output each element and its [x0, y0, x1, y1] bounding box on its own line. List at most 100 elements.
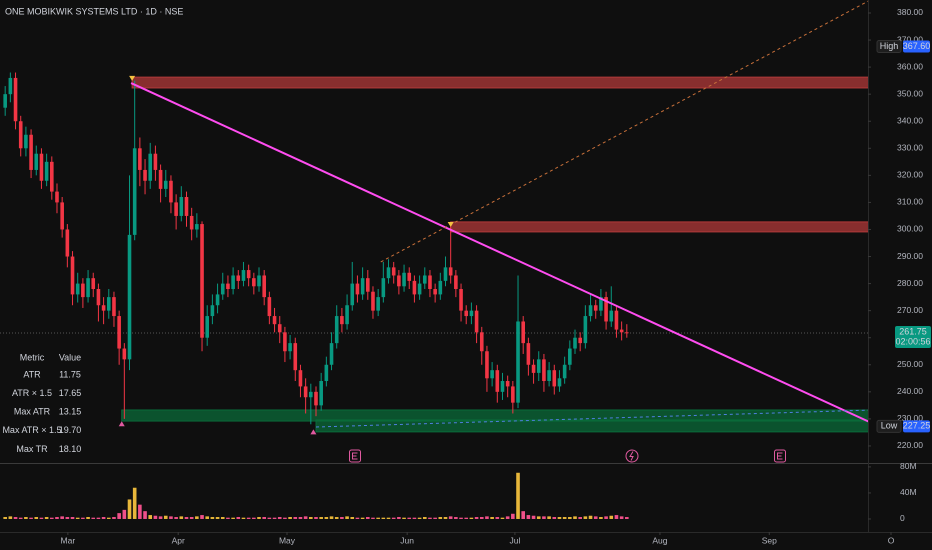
volume-bar — [148, 515, 153, 519]
volume-bar — [60, 516, 64, 519]
volume-bar — [464, 517, 469, 519]
candle-body — [117, 316, 121, 349]
candle-body — [433, 289, 437, 295]
volume-bar — [604, 516, 608, 519]
volume-bar — [200, 515, 204, 519]
volume-bar — [360, 517, 365, 519]
volume-bar — [402, 517, 406, 519]
earnings-icon — [349, 449, 361, 463]
volume-tick-label: 80M — [900, 461, 917, 471]
candle-body — [360, 278, 365, 295]
volume-bar — [469, 517, 474, 519]
table-header: Value — [59, 352, 81, 362]
candle-body — [112, 297, 116, 317]
volume-bar — [588, 515, 593, 519]
volume-bar — [13, 517, 18, 519]
y-tick-label: 250.00 — [897, 359, 923, 369]
volume-bar — [593, 516, 598, 519]
candle-body — [106, 297, 111, 311]
candle-body — [205, 316, 210, 338]
volume-bar — [531, 515, 536, 519]
x-tick-label: Jul — [509, 535, 520, 545]
candle-body — [625, 332, 629, 334]
x-tick-label: Apr — [172, 535, 185, 545]
y-tick-label: 300.00 — [897, 224, 923, 234]
candle-body — [443, 267, 448, 281]
last-price-box — [895, 325, 931, 348]
plot — [0, 0, 868, 433]
candle-body — [365, 278, 370, 292]
volume-bar — [163, 515, 168, 519]
y-tick-label: 240.00 — [897, 386, 923, 396]
volume-bar — [226, 517, 230, 519]
volume-bar — [500, 517, 505, 519]
x-tick-label: O — [888, 535, 895, 545]
volume-bar — [29, 517, 33, 519]
volume-bar — [303, 516, 308, 519]
table-metric: ATR × 1.5 — [12, 388, 52, 398]
volume-bar — [412, 517, 417, 519]
candle-body — [231, 275, 235, 290]
candle-body — [407, 272, 412, 281]
candle-body — [303, 386, 308, 398]
candle-body — [13, 77, 18, 122]
candle-body — [485, 351, 489, 379]
low-tag-name: Low — [881, 421, 898, 431]
candle-body — [448, 267, 453, 276]
volume-bar — [205, 516, 210, 519]
volume-bar — [39, 517, 44, 519]
volume-bar — [438, 517, 443, 519]
volume-bar — [112, 517, 116, 519]
candle-body — [283, 332, 287, 352]
volume-bar — [288, 517, 292, 519]
candle-body — [319, 381, 323, 406]
candle-body — [252, 278, 256, 287]
zone — [121, 409, 868, 422]
candle-body — [81, 283, 85, 298]
price-tag-name-box — [876, 40, 902, 54]
candle-body — [288, 343, 292, 352]
volume-bar — [298, 517, 303, 519]
candle-body — [547, 370, 551, 382]
earnings-icon — [774, 449, 786, 463]
candle-body — [298, 370, 303, 387]
volume-bar — [573, 516, 577, 519]
candle-body — [578, 337, 582, 344]
volume-bar — [391, 517, 396, 519]
candle-body — [495, 370, 500, 392]
pivot-marker — [310, 429, 317, 435]
candle-body — [101, 305, 106, 311]
volume-bar — [252, 517, 256, 519]
candle-body — [55, 191, 59, 203]
candle-body — [381, 278, 386, 298]
candle-body — [96, 289, 101, 306]
candle-body — [324, 364, 329, 382]
volume-bar — [189, 517, 194, 519]
volume-bar — [324, 517, 329, 519]
volume-bar — [106, 517, 111, 519]
volume-bar — [272, 517, 277, 519]
volume-bar — [376, 517, 380, 519]
candle-body — [189, 215, 194, 230]
volume-bar — [505, 516, 510, 519]
candle-body — [143, 169, 147, 181]
candle-body — [236, 275, 241, 281]
volume-bar — [552, 517, 557, 519]
volume-bar — [158, 516, 163, 519]
volume-bar — [526, 515, 531, 519]
zone — [131, 76, 868, 89]
volume-bar — [101, 517, 106, 519]
candle-body — [18, 121, 23, 149]
candle-body — [148, 153, 153, 181]
y-tick-label: 220.00 — [897, 440, 923, 450]
volume-bar — [485, 516, 489, 519]
candle-body — [469, 310, 474, 317]
volume-bar — [143, 511, 147, 519]
y-tick-label: 340.00 — [897, 115, 923, 125]
volume-bar — [619, 516, 624, 519]
volume-bar — [267, 517, 272, 519]
candle-body — [350, 283, 355, 306]
volume-bar — [578, 517, 582, 519]
